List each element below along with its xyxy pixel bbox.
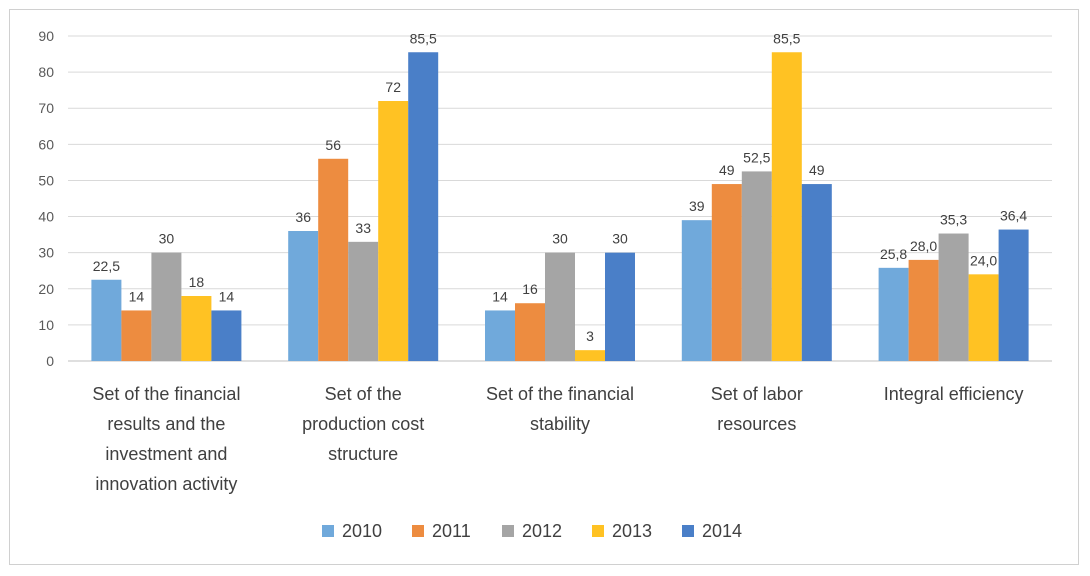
data-label: 49 xyxy=(809,162,825,178)
bar xyxy=(801,184,832,361)
bar xyxy=(211,310,242,361)
data-label: 52,5 xyxy=(743,149,770,165)
data-label: 56 xyxy=(325,137,341,153)
data-label: 85,5 xyxy=(410,30,437,46)
bar xyxy=(378,101,409,361)
y-tick-label: 90 xyxy=(38,28,54,44)
data-label: 14 xyxy=(129,288,145,304)
y-tick-label: 60 xyxy=(38,136,54,152)
data-label: 28,0 xyxy=(910,238,937,254)
category-label: Set of the financial results and the inves… xyxy=(92,384,240,494)
category-label: Set of the financial stability xyxy=(486,384,634,434)
data-label: 30 xyxy=(159,231,175,247)
bar xyxy=(968,274,999,361)
y-tick-label: 50 xyxy=(38,172,54,188)
data-label: 85,5 xyxy=(773,30,800,46)
bar xyxy=(545,252,575,361)
legend-label: 2013 xyxy=(612,521,652,541)
data-label: 35,3 xyxy=(940,212,967,228)
data-label: 39 xyxy=(689,198,705,214)
bar xyxy=(515,303,545,361)
bar xyxy=(681,220,712,361)
category-label: Set of labor resources xyxy=(711,384,803,434)
bar xyxy=(771,52,802,361)
data-label: 30 xyxy=(612,231,628,247)
y-tick-label: 20 xyxy=(38,281,54,297)
bar xyxy=(121,310,152,361)
data-label: 18 xyxy=(189,274,205,290)
bar xyxy=(181,296,212,361)
legend-swatch xyxy=(502,525,514,537)
y-tick-label: 0 xyxy=(46,353,54,369)
legend-label: 2014 xyxy=(702,521,742,541)
legend-swatch xyxy=(322,525,334,537)
legend-label: 2012 xyxy=(522,521,562,541)
legend-swatch xyxy=(682,525,694,537)
y-tick-label: 80 xyxy=(38,64,54,80)
data-label: 72 xyxy=(385,79,401,95)
legend-label: 2011 xyxy=(432,521,471,541)
bar xyxy=(711,184,742,361)
bar xyxy=(741,171,772,361)
y-tick-label: 10 xyxy=(38,317,54,333)
y-tick-label: 40 xyxy=(38,209,54,225)
bar xyxy=(485,310,515,361)
bar xyxy=(408,52,439,361)
legend-swatch xyxy=(592,525,604,537)
data-label: 16 xyxy=(522,281,538,297)
data-label: 3 xyxy=(586,328,594,344)
data-label: 49 xyxy=(719,162,735,178)
y-tick-label: 70 xyxy=(38,100,54,116)
category-label: Set of the production cost structure xyxy=(302,384,424,464)
data-label: 25,8 xyxy=(880,246,907,262)
data-label: 14 xyxy=(219,288,235,304)
data-label: 36,4 xyxy=(1000,208,1027,224)
data-label: 36 xyxy=(295,209,311,225)
legend-label: 2010 xyxy=(342,521,382,541)
bar xyxy=(908,259,939,361)
bar xyxy=(605,252,635,361)
bar xyxy=(318,158,349,361)
data-label: 30 xyxy=(552,231,568,247)
data-label: 14 xyxy=(492,288,508,304)
y-tick-label: 30 xyxy=(38,245,54,261)
category-label: Integral efficiency xyxy=(884,384,1024,404)
bar xyxy=(151,252,182,361)
bar xyxy=(575,350,605,361)
legend-swatch xyxy=(412,525,424,537)
bar xyxy=(288,231,319,361)
bar xyxy=(998,229,1029,361)
data-label: 24,0 xyxy=(970,252,997,268)
data-label: 33 xyxy=(355,220,371,236)
bar xyxy=(91,279,122,361)
data-label: 22,5 xyxy=(93,258,120,274)
bar xyxy=(878,267,909,361)
bar xyxy=(348,241,379,361)
bar xyxy=(938,233,969,361)
